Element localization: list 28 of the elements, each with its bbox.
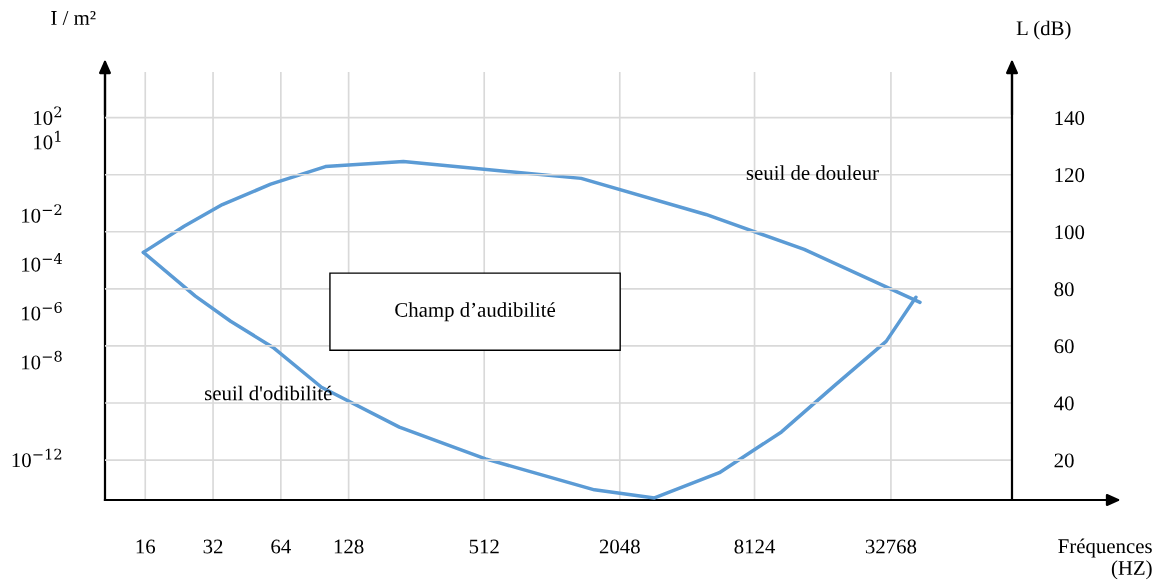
y2-tick-label: 20 — [1054, 453, 1074, 468]
y2-axis-title: L (dB) — [1016, 20, 1071, 40]
y-tick-label: 10$^{−6}$ — [22, 301, 62, 321]
y2-tick-label: 120 — [1055, 168, 1085, 183]
x-tick-label: 512 — [469, 539, 499, 554]
x-tick-label: 8124 — [734, 539, 776, 554]
series-label: seuil d'odibilité — [205, 385, 332, 401]
y2-tick-label: 100 — [1055, 225, 1085, 240]
x-tick-label: 32 — [203, 539, 223, 554]
annotation: Champ d’audibilité — [395, 302, 556, 322]
y2-tick-label: 80 — [1054, 282, 1074, 297]
y2-tick-label: 40 — [1054, 396, 1074, 411]
x-tick-label: 128 — [334, 539, 364, 554]
x-tick-label: 64 — [271, 539, 291, 554]
y-tick-label: 10$^{2}$ — [34, 106, 62, 125]
x-tick-label: 2048 — [599, 539, 640, 554]
y-tick-label: 10$^{−2}$ — [22, 204, 62, 223]
x-tick-label: 32768 — [865, 539, 917, 554]
y-tick-label: 10$^{−12}$ — [12, 448, 62, 468]
y2-tick-label: 60 — [1054, 339, 1074, 354]
y-tick-label: 10$^{1}$ — [34, 130, 61, 150]
x-axis-title: Fréquences (HZ) — [1058, 538, 1152, 580]
x-tick-label: 16 — [136, 539, 156, 554]
text: seuil de douleur — [746, 165, 879, 180]
y-tick-label: 10$^{−8}$ — [22, 350, 62, 370]
y2-tick-label: 140 — [1055, 111, 1085, 126]
y-axis-title: I / m² — [51, 11, 96, 25]
y-tick-label: 10$^{−4}$ — [22, 253, 62, 272]
